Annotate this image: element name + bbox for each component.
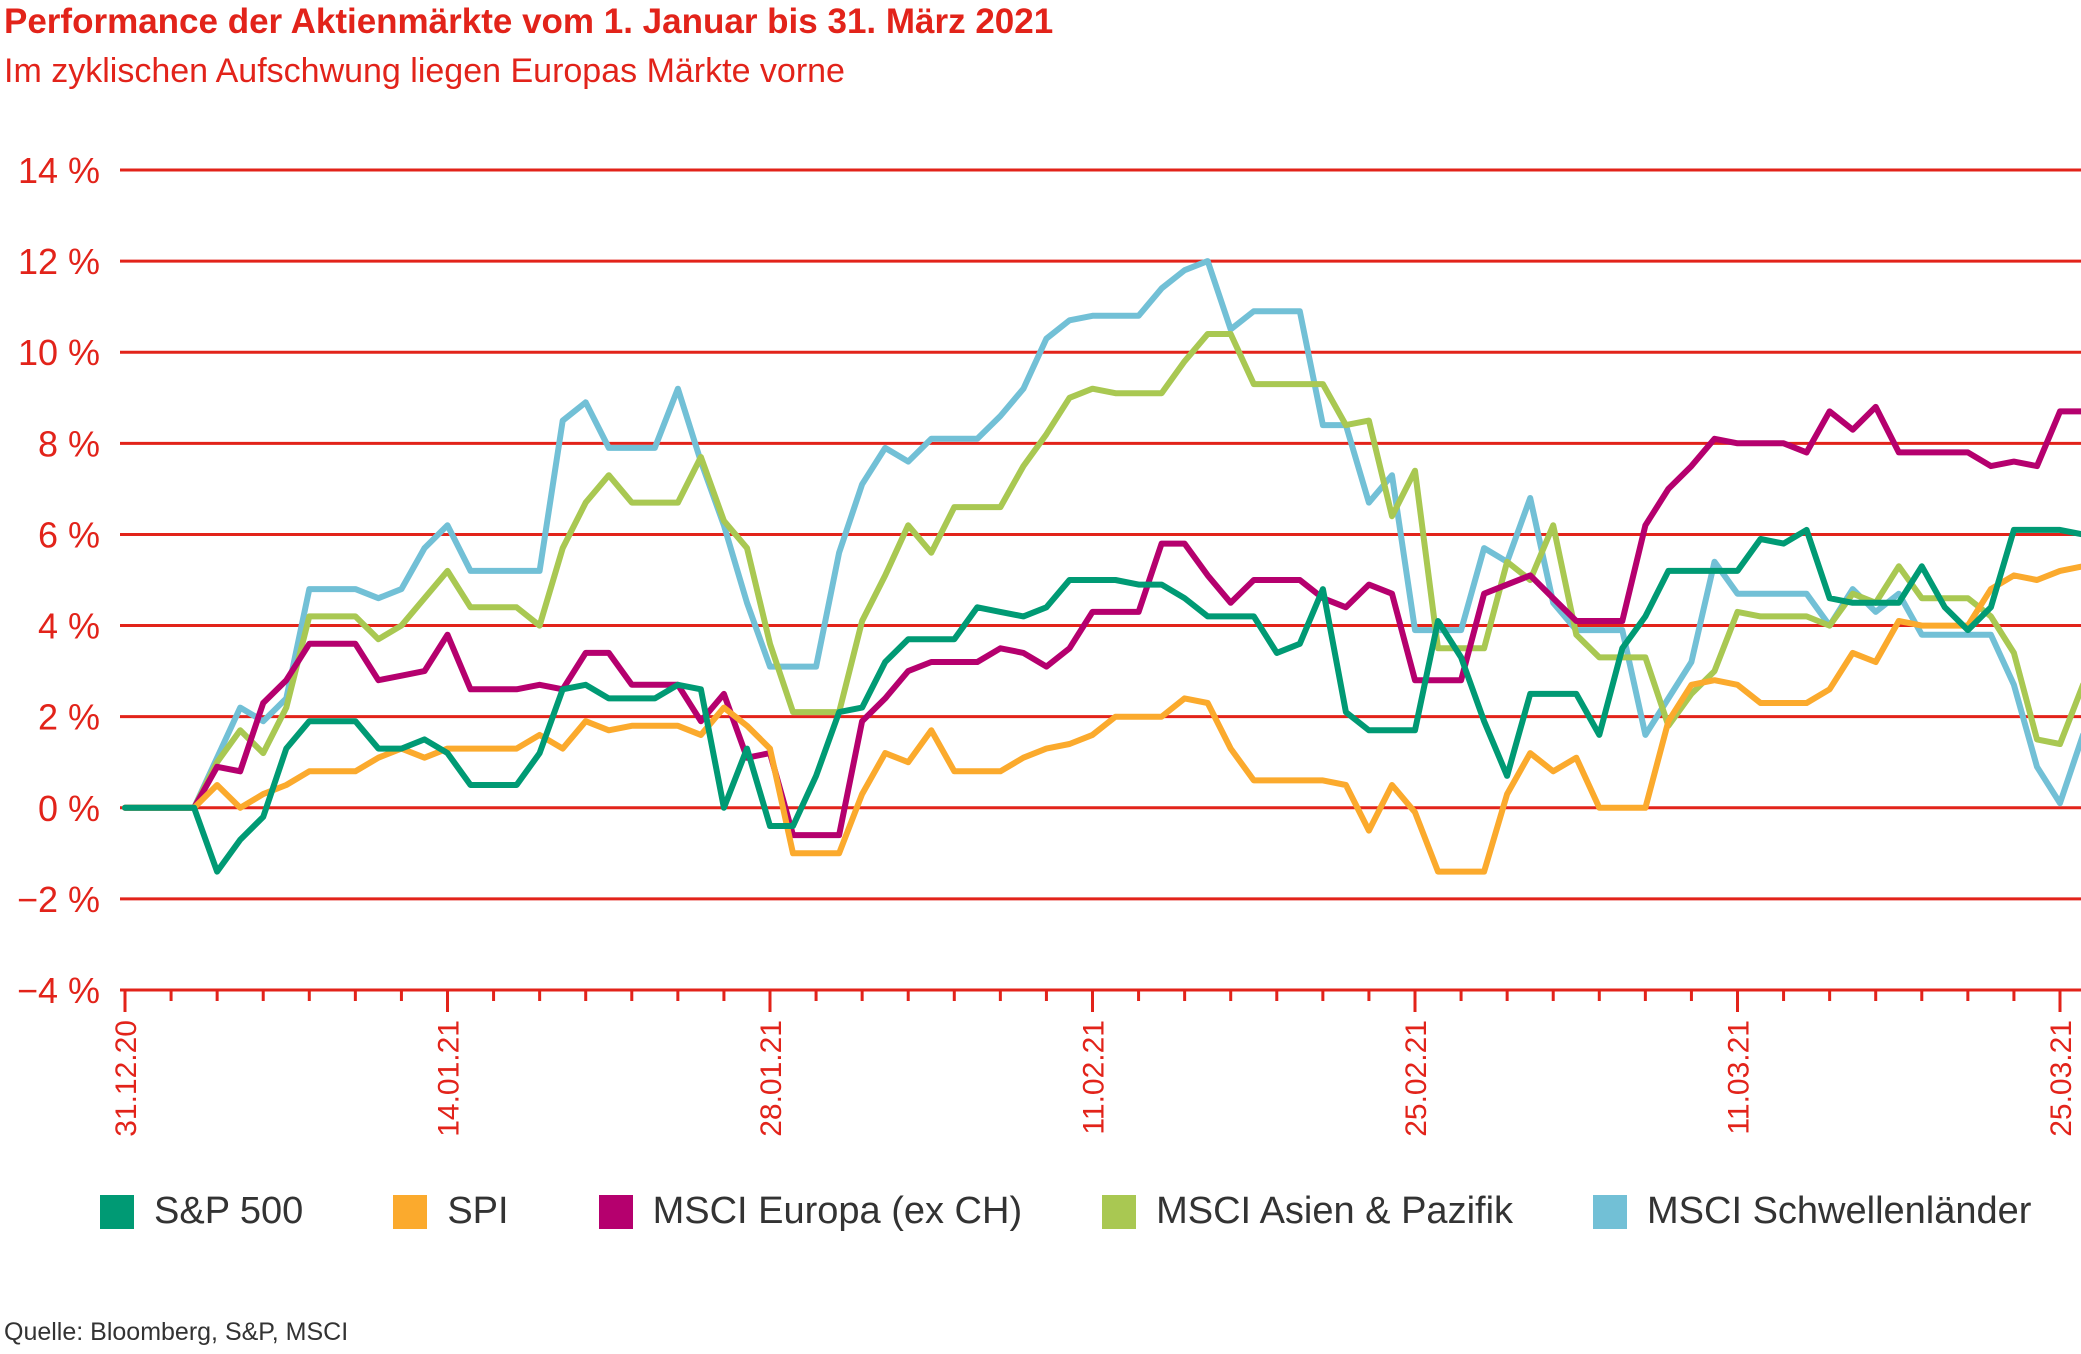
x-tick-label: 28.01.21 bbox=[755, 1020, 788, 1137]
legend-item-sp500: S&P 500 bbox=[100, 1190, 303, 1233]
legend-label-sp500: S&P 500 bbox=[154, 1190, 304, 1232]
x-axis: 31.12.20 14.01.21 28.01.21 11.02.21 25.02.21… bbox=[110, 990, 2078, 1137]
x-tick-label: 25.03.21 bbox=[2045, 1020, 2078, 1137]
series-line-spi bbox=[122, 563, 2081, 875]
x-tick-label: 31.12.20 bbox=[110, 1020, 143, 1137]
series-line-sp500 bbox=[122, 526, 2081, 875]
y-tick-label: 12 % bbox=[18, 241, 100, 282]
legend-label-schwellen: MSCI Schwellenländer bbox=[1647, 1190, 2032, 1232]
y-tick-label: 4 % bbox=[38, 606, 100, 647]
x-tick-label: 14.01.21 bbox=[433, 1020, 466, 1137]
legend-item-europa: MSCI Europa (ex CH) bbox=[598, 1190, 1023, 1233]
chart-subtitle: Im zyklischen Aufschwung liegen Europas … bbox=[4, 52, 845, 90]
y-tick-label: 14 % bbox=[18, 150, 100, 191]
y-tick-label: 10 % bbox=[18, 332, 100, 373]
x-tick-label: 11.02.21 bbox=[1078, 1020, 1111, 1135]
chart-title: Performance der Aktienmärkte vom 1. Janu… bbox=[4, 2, 1054, 41]
legend-swatch-spi bbox=[393, 1194, 428, 1229]
source-note: Quelle: Bloomberg, S&P, MSCI bbox=[4, 1318, 349, 1346]
series-line-asien bbox=[122, 331, 2081, 811]
y-tick-label: 0 % bbox=[38, 788, 100, 829]
legend-swatch-schwellen bbox=[1593, 1194, 1628, 1229]
y-tick-label: 8 % bbox=[38, 423, 100, 464]
x-tick-label: 11.03.21 bbox=[1723, 1020, 1756, 1135]
y-axis-labels: 14 % 12 % 10 % 8 % 6 % 4 % 2 % 0 % −2 % −4 % bbox=[17, 150, 100, 1011]
legend-label-asien: MSCI Asien & Pazifik bbox=[1156, 1190, 1514, 1232]
legend-label-europa: MSCI Europa (ex CH) bbox=[652, 1190, 1023, 1232]
series-layer bbox=[122, 258, 2081, 875]
legend-item-spi: SPI bbox=[393, 1190, 509, 1233]
legend-swatch-sp500 bbox=[100, 1194, 134, 1229]
legend-swatch-europa bbox=[598, 1194, 633, 1229]
y-tick-label: −4 % bbox=[17, 970, 100, 1011]
series-line-europa bbox=[122, 403, 2081, 839]
legend-swatch-asien bbox=[1102, 1194, 1137, 1229]
legend-item-schwellen: MSCI Schwellenländer bbox=[1593, 1190, 2031, 1233]
x-tick-label: 25.02.21 bbox=[1400, 1020, 1433, 1137]
y-tick-label: −2 % bbox=[17, 879, 100, 920]
y-tick-label: 2 % bbox=[38, 697, 100, 738]
legend-label-spi: SPI bbox=[447, 1190, 509, 1232]
legend-item-asien: MSCI Asien & Pazifik bbox=[1102, 1190, 1513, 1233]
y-tick-label: 6 % bbox=[38, 514, 100, 555]
legend: S&P 500 SPI MSCI Europa (ex CH) MSCI Asi… bbox=[100, 1190, 2031, 1233]
